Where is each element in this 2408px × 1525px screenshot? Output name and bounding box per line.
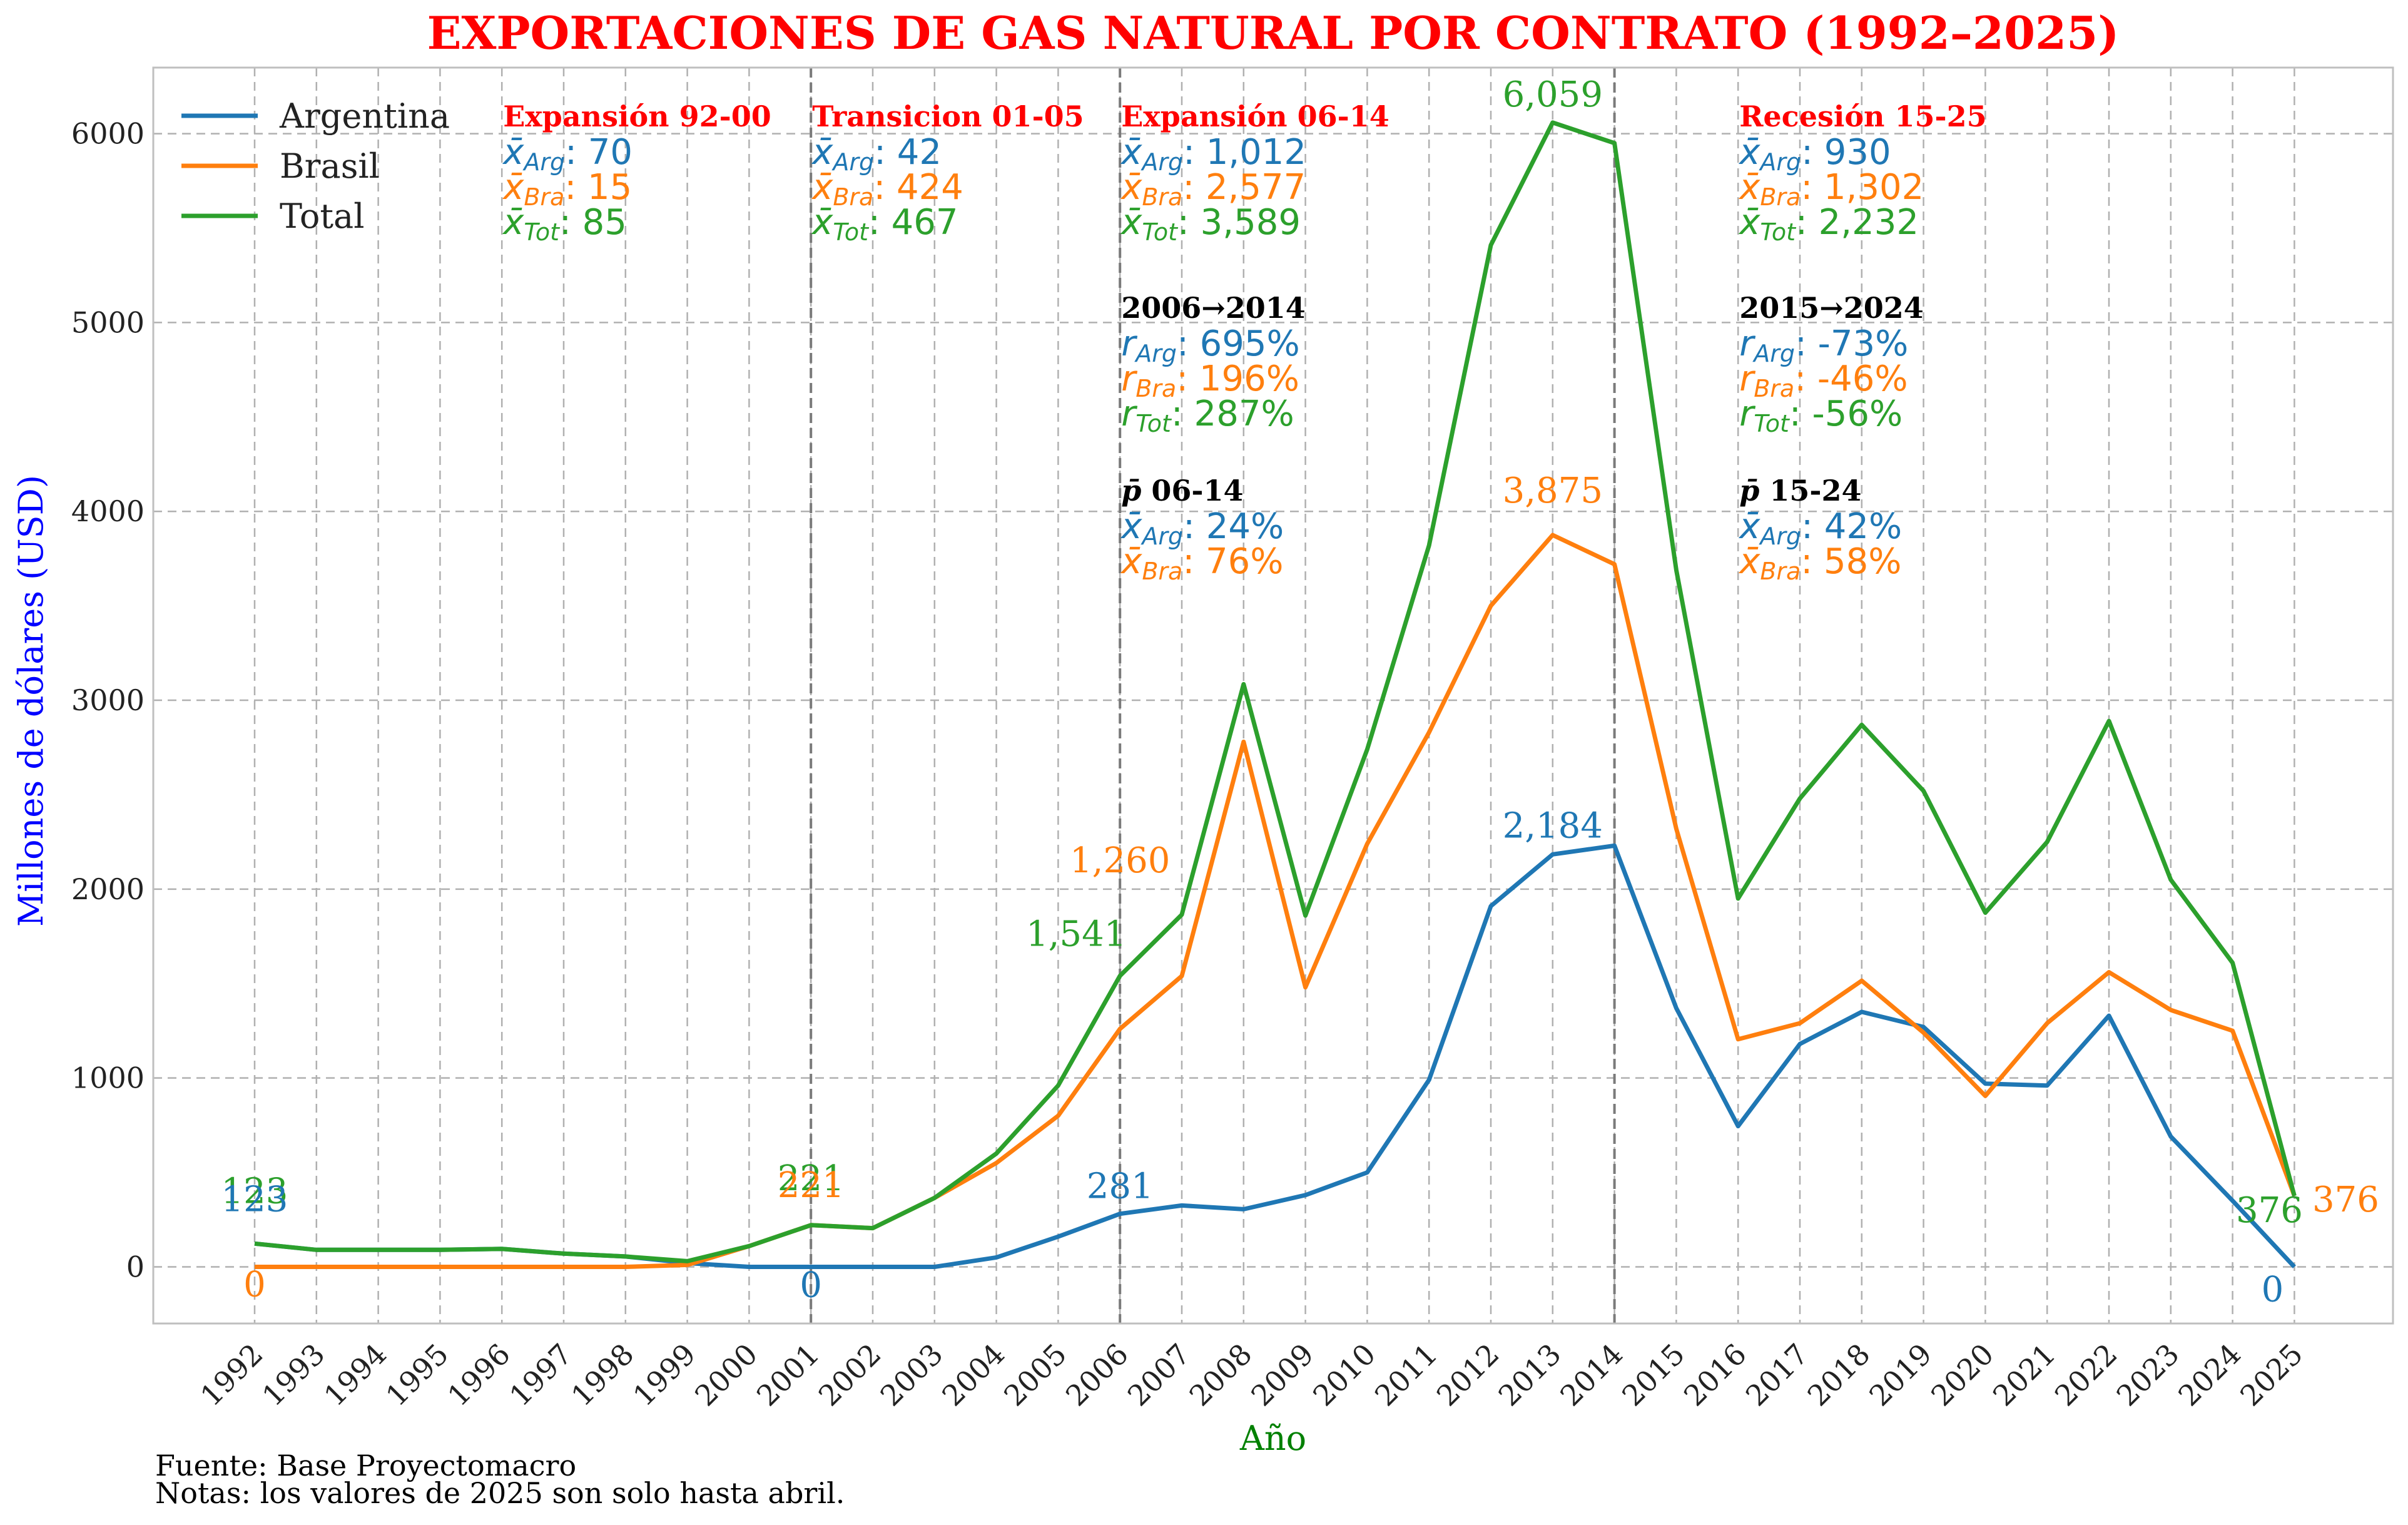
period-line-2016-arg: x̄Arg: 930 [1738,132,1891,176]
data-label-argentina-2006: 281 [1087,1166,1154,1207]
period-line-2006-arg: x̄Arg: 1,012 [1120,132,1306,176]
period-line-2001-tot: x̄Tot: 467 [811,202,958,246]
y-axis-ticks: 0 1000 2000 3000 4000 5000 6000 [71,117,145,1284]
growth-title-2006: 2006→2014 [1121,291,1306,325]
grid-lines [153,68,2393,1324]
data-label-total-2013: 6,059 [1503,74,1603,115]
data-label-brasil-2001: 221 [778,1165,845,1206]
legend: Argentina Brasil Total [181,96,450,236]
footer-notes: Notas: los valores de 2025 son solo hast… [155,1476,845,1510]
y-tick-label-4000: 4000 [71,494,145,528]
growth-line-2016-tot: rTot: -56% [1739,394,1903,437]
period-line-2016-tot: x̄Tot: 2,232 [1738,202,1919,246]
period-line-2016-bra: x̄Bra: 1,302 [1738,167,1924,211]
growth-line-2016-arg: rArg: -73% [1739,324,1908,367]
y-tick-label-5000: 5000 [71,305,145,339]
series-line-total [254,120,2297,1263]
growth-line-2016-bra: rBra: -46% [1739,359,1908,402]
period-line-1996-arg: x̄Arg: 70 [502,132,632,176]
period-line-1996-bra: x̄Bra: 15 [502,167,632,211]
share-title-2016: p̄ 15-24 [1739,474,1861,507]
data-label-argentina-2025: 0 [2262,1269,2284,1310]
period-title-1996: Expansión 92-00 [503,99,771,133]
data-label-brasil-1992: 0 [243,1264,266,1305]
growth-line-2006-arg: rArg: 695% [1121,324,1300,367]
data-label-total-1992: 123 [221,1171,288,1211]
data-label-brasil-2006: 1,260 [1070,840,1170,881]
series-lines [254,120,2297,1269]
period-line-2006-bra: x̄Bra: 2,577 [1120,167,1306,211]
period-line-2006-tot: x̄Tot: 3,589 [1120,202,1301,246]
legend-label-total: Total [280,196,365,236]
growth-line-2006-bra: rBra: 196% [1121,359,1299,402]
share-line-2006-bra: x̄Bra: 76% [1120,541,1283,585]
period-title-2001: Transicion 01-05 [812,99,1084,133]
footer-source: Fuente: Base Proyectomacro [155,1449,576,1482]
series-line-brasil [255,533,2297,1269]
period-line-2001-arg: x̄Arg: 42 [811,132,942,176]
share-line-2016-bra: x̄Bra: 58% [1738,541,1901,585]
share-title-2006: p̄ 06-14 [1121,474,1243,507]
data-label-brasil-2013: 3,875 [1503,471,1603,511]
y-tick-label-1000: 1000 [71,1061,145,1095]
data-label-argentina-1992: 123 [221,1179,288,1220]
y-tick-label-6000: 6000 [71,117,145,151]
period-title-2016: Recesión 15-25 [1739,99,1986,133]
growth-title-2016: 2015→2024 [1739,291,1924,325]
data-label-argentina-2001: 0 [800,1265,822,1305]
data-label-total-2006: 1,541 [1026,914,1126,954]
share-line-2006-arg: x̄Arg: 24% [1120,506,1284,550]
legend-label-argentina: Argentina [279,96,450,136]
y-axis-label: Millones de dólares (USD) [11,475,51,927]
data-label-total-2001: 221 [778,1158,845,1199]
y-tick-label-2000: 2000 [71,872,145,906]
chart-title: EXPORTACIONES DE GAS NATURAL POR CONTRAT… [427,6,2120,59]
period-title-2006: Expansión 06-14 [1121,99,1389,133]
y-tick-label-3000: 3000 [71,683,145,717]
period-line-2001-bra: x̄Bra: 424 [811,167,963,211]
share-line-2016-arg: x̄Arg: 42% [1738,506,1902,550]
legend-label-brasil: Brasil [280,146,380,186]
data-label-total-2025: 376 [2236,1190,2303,1231]
plot-frame [152,66,2394,1325]
data-label-brasil-2025: 376 [2312,1180,2379,1220]
growth-line-2006-tot: rTot: 287% [1121,394,1294,437]
period-line-1996-tot: x̄Tot: 85 [502,202,627,246]
x-axis-label: Año [1239,1419,1306,1458]
y-tick-label-0: 0 [126,1250,145,1283]
data-label-argentina-2013: 2,184 [1503,805,1603,846]
period-annotations: Expansión 92-00x̄Arg: 70x̄Bra: 15x̄Tot: … [502,99,1986,585]
